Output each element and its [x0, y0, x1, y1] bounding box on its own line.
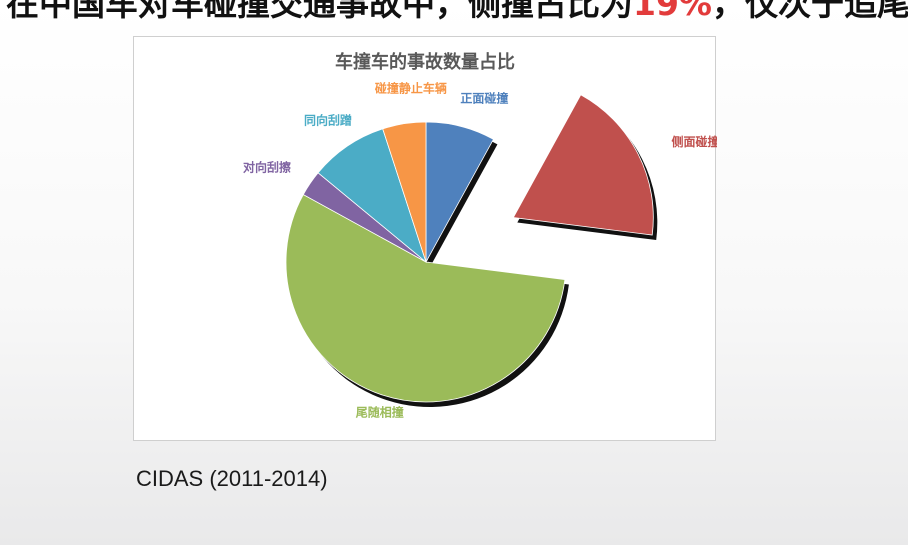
pie-slice-5: [317, 128, 427, 264]
headline-highlight: 19%: [633, 0, 712, 23]
slice-label-4: 对向刮擦: [243, 160, 291, 175]
pie-slice-6: [382, 121, 427, 263]
slice-label-1: 正面碰撞: [460, 91, 508, 106]
slice-label-3: 尾随相撞: [356, 404, 404, 419]
source-note: CIDAS (2011-2014): [136, 466, 328, 491]
chart-title: 车撞车的事故数量占比: [335, 51, 515, 73]
pie-slice-3: [285, 194, 566, 403]
pie-slice-2: [512, 94, 654, 236]
slice-label-2: 侧面碰撞: [672, 134, 717, 149]
slice-label-6: 碰撞静止车辆: [374, 81, 447, 96]
pie-slices: [285, 94, 654, 403]
slice-label-5: 同向刮蹭: [304, 113, 352, 128]
chart-frame: 车撞车的事故数量占比 正面碰撞侧面碰撞尾随相撞 对向刮擦 同向刮蹭 碰撞静止车辆: [133, 36, 717, 441]
pie-slice-1: [425, 121, 494, 263]
slide-headline: 在中国车对车碰撞交通事故中，侧撞占比为19%，仅次于追尾。: [0, 0, 908, 24]
headline-prefix: 在中国车对车碰撞交通事故中，侧撞占比为: [6, 0, 633, 23]
headline-suffix: ，仅次于追尾。: [712, 0, 908, 23]
